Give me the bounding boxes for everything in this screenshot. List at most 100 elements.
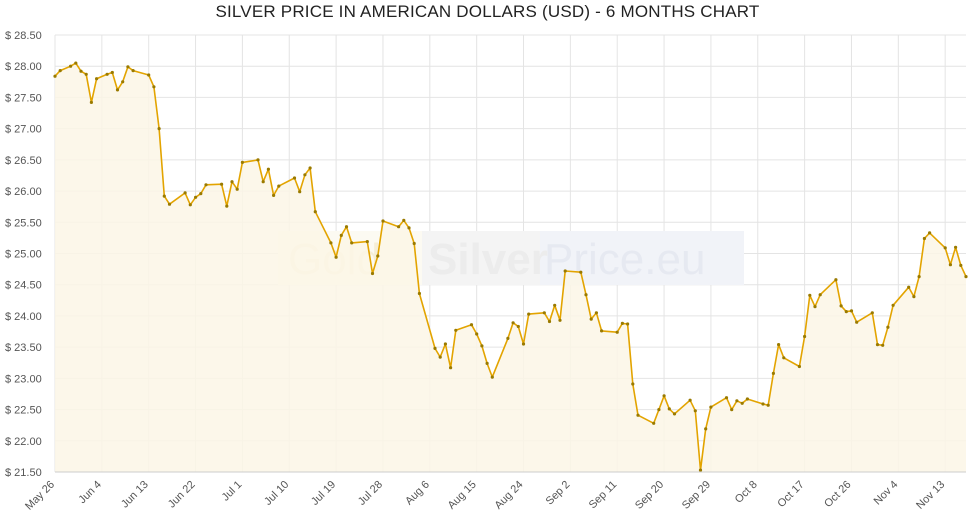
data-point bbox=[959, 263, 963, 267]
data-point bbox=[261, 180, 265, 184]
data-point bbox=[766, 403, 770, 407]
x-tick-label: Sep 2 bbox=[544, 479, 573, 508]
data-point bbox=[121, 80, 125, 84]
data-point bbox=[626, 322, 630, 326]
data-point bbox=[235, 187, 239, 191]
data-point bbox=[89, 100, 93, 104]
data-point bbox=[672, 412, 677, 416]
data-point bbox=[433, 346, 437, 350]
data-point bbox=[839, 304, 843, 308]
series-area-fill bbox=[55, 63, 966, 472]
data-point bbox=[589, 317, 593, 321]
data-point bbox=[870, 311, 874, 315]
data-point bbox=[964, 275, 968, 279]
data-point bbox=[370, 271, 375, 276]
data-point bbox=[506, 336, 510, 340]
y-tick-label: $ 21.50 bbox=[5, 467, 42, 479]
data-point bbox=[53, 74, 57, 78]
y-tick-label: $ 23.00 bbox=[5, 373, 42, 385]
data-point bbox=[844, 310, 848, 314]
data-point bbox=[553, 303, 557, 307]
data-point bbox=[547, 319, 552, 324]
data-point bbox=[131, 69, 135, 73]
data-point bbox=[147, 73, 151, 77]
data-point bbox=[105, 72, 109, 76]
x-tick-label: Nov 4 bbox=[872, 479, 901, 508]
data-point bbox=[298, 190, 302, 194]
data-point bbox=[771, 371, 776, 375]
data-point bbox=[631, 382, 635, 386]
data-point bbox=[220, 182, 224, 186]
data-point bbox=[584, 293, 588, 297]
data-point bbox=[115, 88, 120, 92]
data-point bbox=[490, 375, 494, 379]
data-point bbox=[891, 303, 895, 307]
x-tick-label: Jun 4 bbox=[76, 479, 104, 507]
x-tick-label: Aug 24 bbox=[492, 479, 525, 512]
y-tick-label: $ 26.00 bbox=[5, 186, 42, 198]
y-tick-label: $ 23.50 bbox=[5, 342, 42, 354]
y-tick-label: $ 24.50 bbox=[5, 280, 42, 292]
data-point bbox=[849, 309, 854, 313]
data-point bbox=[834, 278, 838, 282]
data-point bbox=[350, 241, 354, 245]
x-tick-label: Jun 13 bbox=[119, 479, 151, 511]
data-point bbox=[917, 275, 921, 279]
data-point bbox=[58, 69, 62, 73]
data-point bbox=[808, 293, 812, 297]
data-point bbox=[558, 318, 562, 322]
watermark-text-silver: Silver bbox=[428, 235, 548, 284]
x-tick-label: Jul 19 bbox=[309, 479, 338, 508]
x-tick-label: Jul 10 bbox=[262, 479, 291, 508]
data-point bbox=[402, 218, 406, 222]
data-point bbox=[230, 180, 234, 184]
y-tick-label: $ 28.00 bbox=[5, 61, 42, 73]
y-tick-label: $ 22.00 bbox=[5, 436, 42, 448]
y-tick-label: $ 27.00 bbox=[5, 124, 42, 136]
data-point bbox=[397, 225, 401, 229]
data-point bbox=[126, 65, 130, 69]
data-point bbox=[563, 269, 567, 273]
y-tick-label: $ 24.00 bbox=[5, 311, 42, 323]
data-point bbox=[292, 176, 297, 180]
data-point bbox=[417, 291, 421, 296]
data-point bbox=[813, 305, 817, 309]
data-point bbox=[615, 330, 619, 334]
data-point bbox=[761, 402, 765, 406]
data-point bbox=[886, 325, 890, 329]
data-point bbox=[381, 219, 385, 223]
data-point bbox=[272, 193, 276, 197]
data-point bbox=[407, 226, 411, 230]
data-point bbox=[740, 401, 744, 405]
x-tick-label: Oct 26 bbox=[822, 479, 853, 510]
data-point bbox=[313, 210, 317, 214]
data-point bbox=[818, 293, 822, 297]
y-tick-label: $ 27.50 bbox=[5, 92, 42, 104]
data-point bbox=[110, 70, 114, 75]
data-point bbox=[709, 405, 713, 409]
data-point bbox=[69, 64, 73, 68]
data-point bbox=[152, 85, 156, 89]
data-point bbox=[527, 312, 531, 316]
data-point bbox=[912, 295, 916, 299]
data-point bbox=[469, 323, 474, 327]
data-point bbox=[600, 329, 604, 333]
data-point bbox=[475, 332, 479, 336]
data-point bbox=[875, 343, 880, 347]
watermark-box-silver bbox=[422, 231, 540, 285]
data-point bbox=[485, 361, 489, 365]
data-point bbox=[365, 240, 369, 244]
data-point bbox=[194, 195, 198, 199]
data-point bbox=[652, 421, 656, 425]
y-tick-label: $ 28.50 bbox=[5, 30, 42, 42]
data-point bbox=[240, 160, 244, 164]
data-point bbox=[636, 413, 640, 417]
x-tick-label: Jun 22 bbox=[166, 479, 198, 511]
data-point bbox=[511, 321, 515, 325]
data-point bbox=[277, 184, 281, 188]
x-tick-label: Oct 8 bbox=[733, 479, 760, 506]
data-point bbox=[521, 342, 526, 346]
data-point bbox=[454, 328, 458, 332]
data-point bbox=[334, 255, 338, 259]
data-point bbox=[542, 311, 546, 315]
